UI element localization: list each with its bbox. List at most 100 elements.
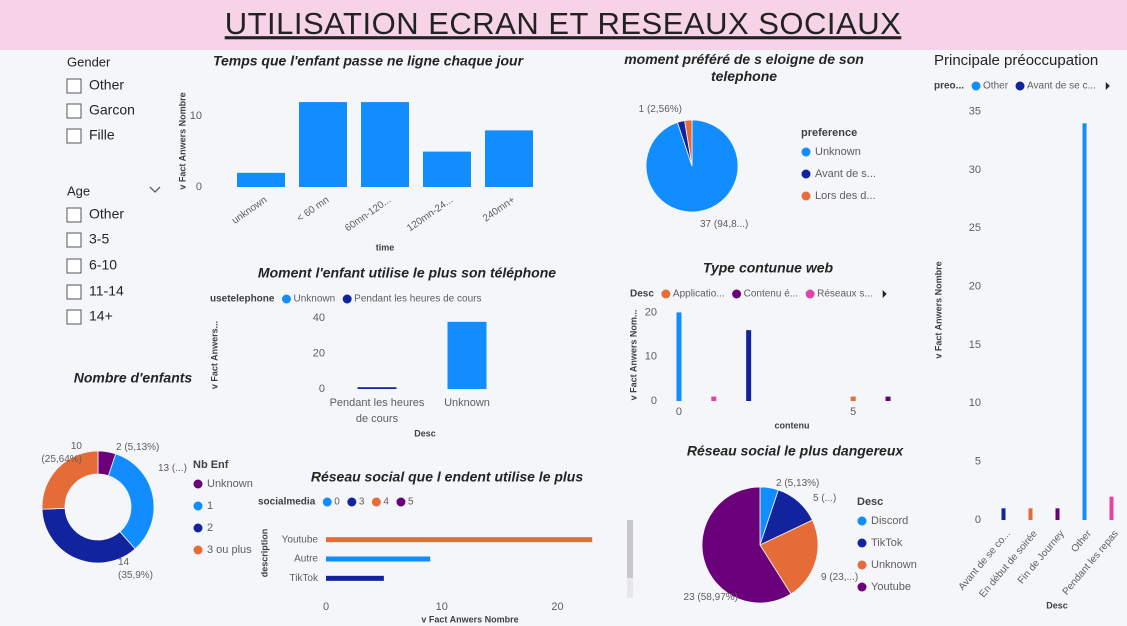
checkbox[interactable]	[66, 309, 82, 325]
slicer-item[interactable]: Garcon	[89, 102, 135, 118]
legend-label: Pendant les heures de cours	[354, 294, 481, 305]
slicer-item[interactable]: 6-10	[89, 257, 117, 273]
x-axis-title: contenu	[775, 420, 810, 430]
slice-label: 2 (5,13%)	[776, 478, 820, 489]
slice	[759, 519, 819, 595]
x-tick-label: 10	[436, 601, 448, 613]
x-axis-title: Desc	[414, 428, 436, 438]
x-tick-label: 120mn-24...	[405, 195, 455, 235]
slicer-item[interactable]: 14+	[89, 308, 113, 324]
y-tick-label: 10	[190, 110, 202, 122]
legend-swatch	[971, 81, 981, 91]
chevron[interactable]	[149, 186, 161, 193]
legend-label: Réseaux s...	[817, 289, 873, 300]
y-tick-label: 0	[975, 514, 981, 526]
y-axis-title: v Fact Anwers Nombre	[933, 261, 943, 358]
y-tick-label: 20	[645, 306, 657, 318]
legend-label: 2	[207, 522, 213, 534]
checkbox[interactable]	[66, 284, 82, 300]
bar	[326, 575, 384, 581]
slice-label: 9 (23,...)	[821, 572, 859, 583]
slicer-item[interactable]: Other	[89, 77, 124, 93]
legend-swatch	[801, 147, 811, 157]
legend-swatch	[857, 582, 867, 592]
legend-title: socialmedia	[258, 497, 316, 508]
x-axis-title: v Fact Anwers Nombre	[421, 614, 518, 624]
scroll-track	[627, 578, 633, 598]
slice-label: 37 (94,8...)	[700, 219, 749, 230]
slicer-item[interactable]: Fille	[89, 127, 115, 143]
chart-title: Principale préoccupation	[934, 52, 1098, 69]
legend-swatch	[801, 191, 811, 201]
slicer-item[interactable]: Other	[89, 206, 124, 222]
legend-label: Youtube	[871, 581, 911, 593]
slice	[41, 507, 136, 564]
x-tick-label: Other	[1069, 528, 1094, 555]
page-title: UTILISATION ECRAN ET RESEAUX SOCIAUX	[225, 6, 902, 41]
slice	[684, 119, 693, 167]
legend-label: Contenu é...	[744, 289, 798, 300]
legend-label: 5	[408, 497, 414, 508]
slice	[701, 486, 792, 604]
bar	[361, 102, 409, 187]
legend-swatch	[805, 289, 815, 299]
checkbox[interactable]	[66, 103, 82, 119]
legend-swatch	[801, 169, 811, 179]
legend-label: Avant de se c...	[1027, 81, 1096, 92]
legend-label: 3	[359, 497, 365, 508]
slicer-title: Age	[67, 183, 90, 198]
legend-label: 3 ou plus	[207, 544, 252, 556]
checkbox[interactable]	[66, 258, 82, 274]
y-tick-label: 5	[975, 456, 981, 468]
checkbox[interactable]	[66, 232, 82, 248]
slice-label: 13 (...)	[158, 463, 187, 474]
legend-label: Unknown	[207, 478, 253, 490]
chart-title: Nombre d'enfants	[74, 370, 193, 386]
legend-swatch	[857, 538, 867, 548]
y-tick-label: Autre	[294, 554, 318, 565]
y-tick-label: 0	[651, 395, 657, 407]
y-tick-label: 35	[969, 106, 981, 118]
chart-title: Type contunue web	[703, 260, 834, 276]
y-tick-label: 10	[969, 397, 981, 409]
y-tick-label: Youtube	[282, 534, 319, 545]
y-axis-title: v Fact Anwers Nom...	[628, 310, 638, 401]
chart-title: moment préféré de s eloigne de son telep…	[624, 51, 864, 84]
x-axis-title: Desc	[1046, 600, 1068, 610]
y-axis-title: v Fact Anwers Nombre	[177, 92, 187, 189]
slicer-item[interactable]: 11-14	[89, 283, 124, 299]
legend-next[interactable]	[1105, 82, 1110, 90]
checkbox[interactable]	[66, 78, 82, 94]
bar	[746, 330, 752, 401]
legend-label: Unknown	[871, 559, 917, 571]
legend-title: usetelephone	[210, 294, 275, 305]
slicer-title: Gender	[67, 54, 111, 69]
legend-swatch	[281, 294, 291, 304]
y-tick-label: 0	[196, 181, 202, 193]
y-tick-label: 0	[319, 383, 325, 395]
bar	[1109, 496, 1114, 520]
bar	[1055, 508, 1060, 520]
x-tick-label: 60mn-120...	[343, 195, 393, 235]
legend-label: 1	[207, 500, 213, 512]
legend-swatch	[396, 497, 406, 507]
y-tick-label: 10	[645, 351, 657, 363]
legend-title: preference	[801, 127, 857, 139]
slicer-item[interactable]: 3-5	[89, 231, 109, 247]
x-tick-label: unknown	[230, 195, 269, 227]
legend-swatch	[193, 479, 203, 489]
legend-next[interactable]	[882, 290, 887, 298]
bar	[237, 172, 285, 187]
legend-title: Desc	[857, 496, 883, 508]
y-tick-label: 30	[969, 164, 981, 176]
checkbox[interactable]	[66, 128, 82, 144]
legend-swatch	[347, 497, 357, 507]
scrollbar[interactable]	[627, 520, 633, 578]
x-tick-label: < 60 mn	[295, 195, 331, 225]
checkbox[interactable]	[66, 207, 82, 223]
x-axis-title: time	[376, 242, 395, 252]
slice-label: 14 (35,9%)	[118, 557, 154, 581]
header-band	[0, 0, 1127, 50]
chart-title: Réseau social le plus dangereux	[687, 443, 905, 459]
y-axis-title: v Fact Anwers...	[209, 321, 219, 389]
